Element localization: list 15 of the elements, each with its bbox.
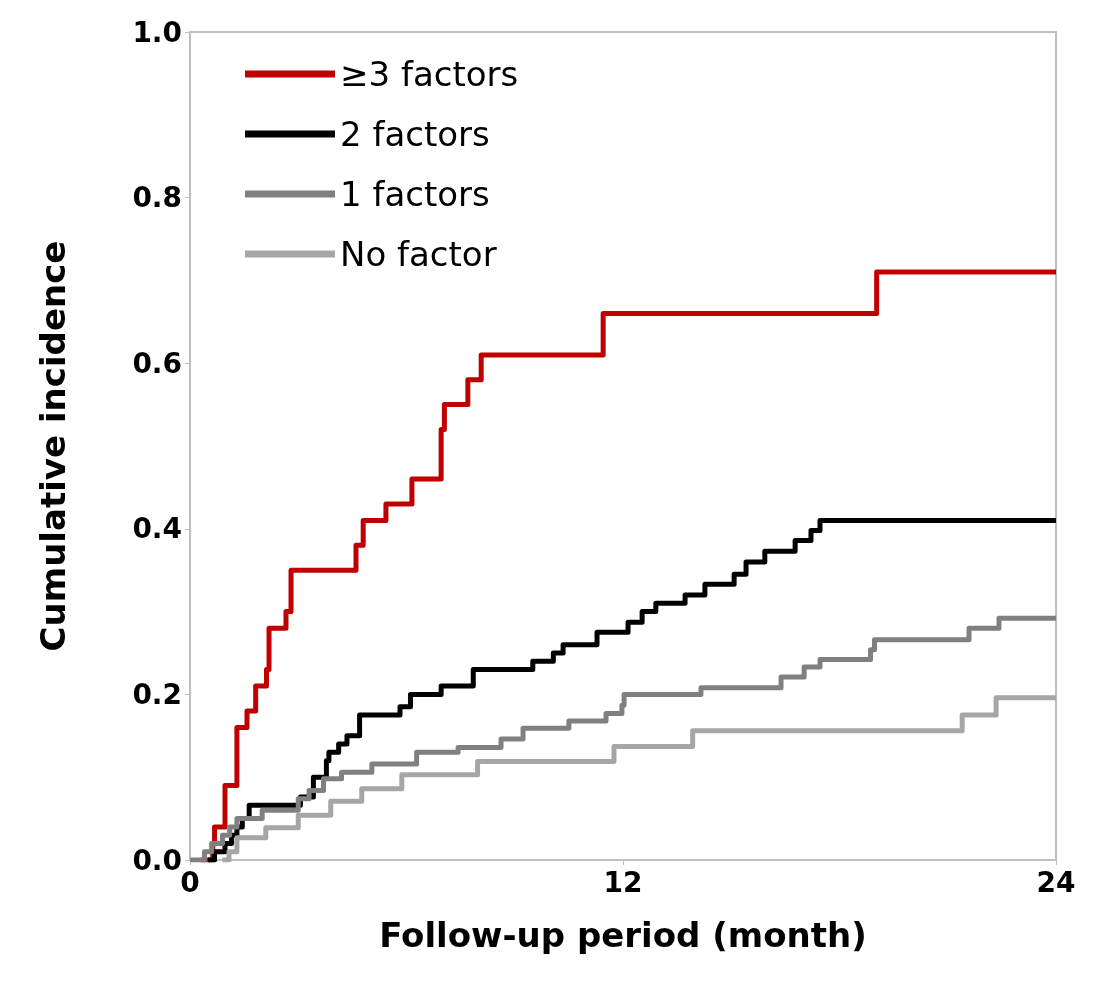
y-axis-title: Cumulative incidence [33,240,73,652]
x-tick-label: 24 [1036,865,1076,899]
y-tick-label: 0.8 [132,181,182,215]
y-tick-label: 0.4 [132,512,182,546]
y-tick-label: 0.0 [132,843,182,877]
y-tick-label: 0.6 [132,346,182,380]
legend-label: ≥3 factors [340,54,519,94]
x-tick-label: 12 [603,865,643,899]
legend-label: No factor [340,234,497,274]
y-tick-label: 1.0 [132,15,182,49]
y-tick-label: 0.2 [132,677,182,711]
legend-label: 2 factors [340,114,490,154]
x-axis-title: Follow-up period (month) [379,915,867,955]
x-tick-label: 0 [180,865,200,899]
legend-label: 1 factors [340,174,490,214]
